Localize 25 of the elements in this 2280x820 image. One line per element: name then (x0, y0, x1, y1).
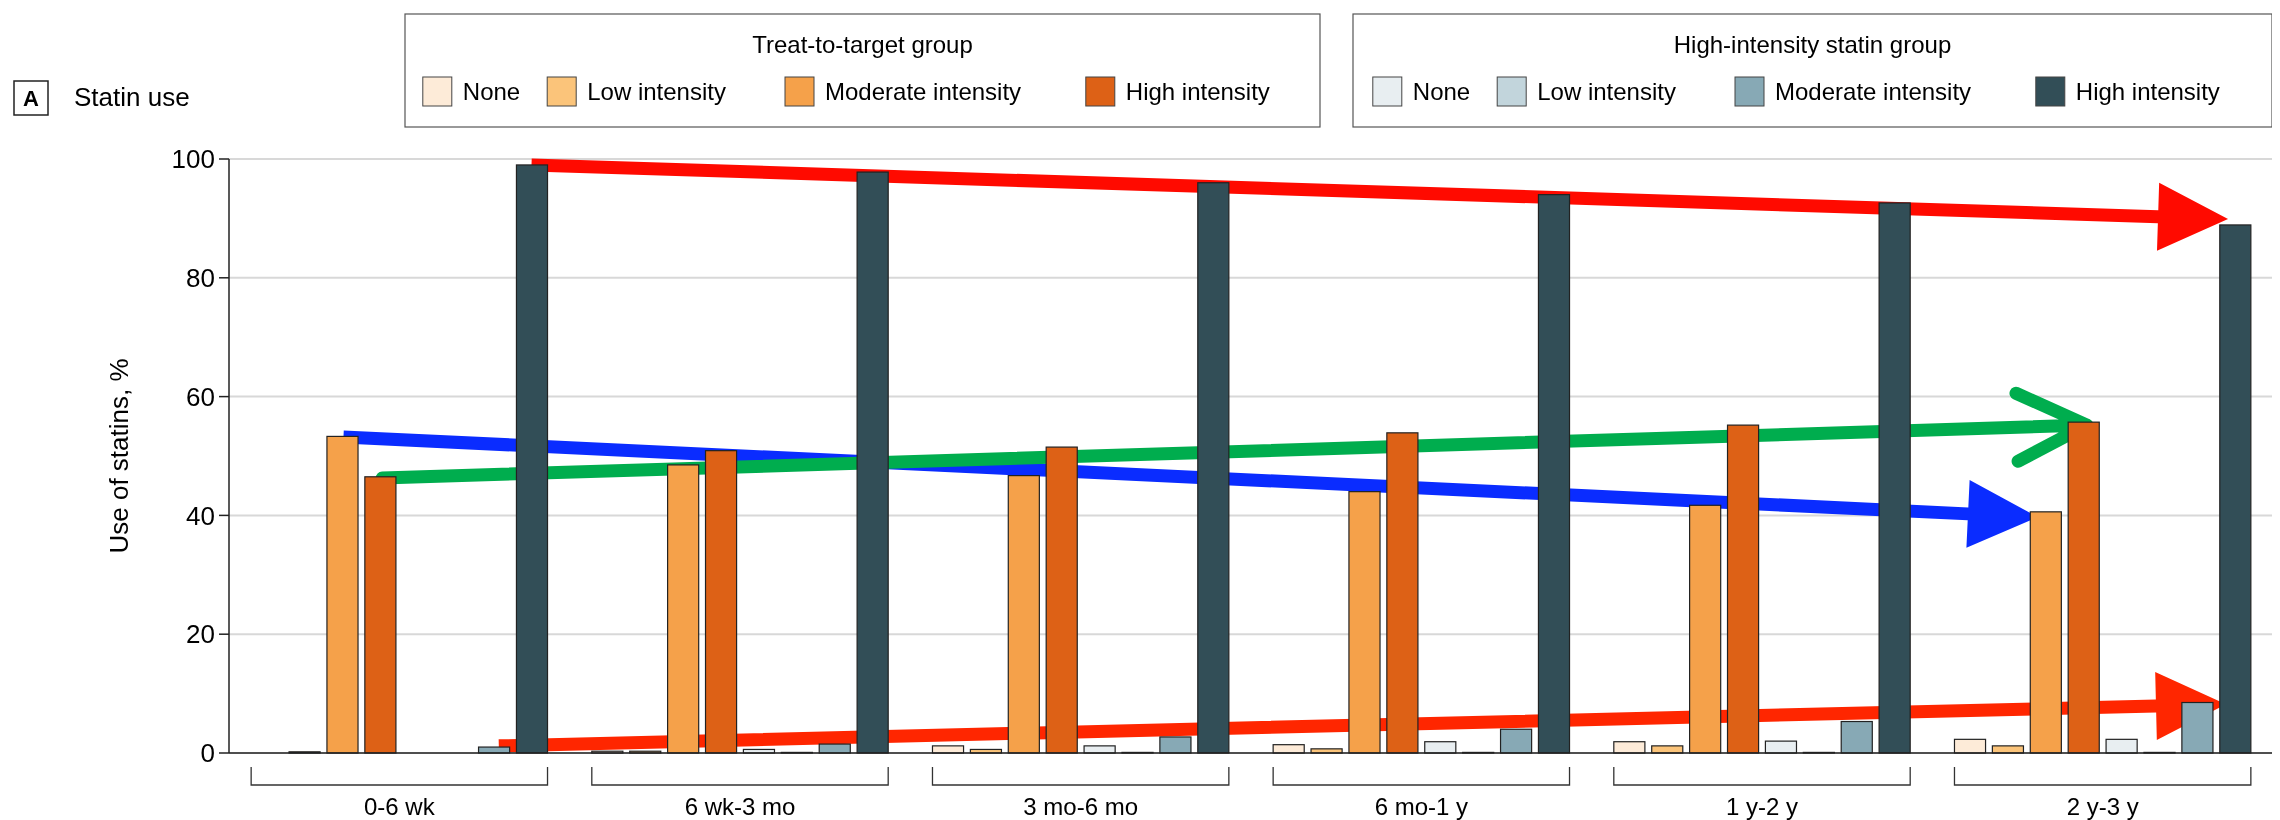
y-tick-label: 60 (186, 381, 215, 412)
x-tick-label: 6 mo-1 y (1374, 793, 1469, 820)
legend-label: None (1412, 78, 1471, 105)
legend-label: High intensity (1125, 78, 1270, 105)
legend-label: Low intensity (1537, 78, 1676, 105)
x-tick-label: 2 y-3 y (2066, 793, 2139, 820)
x-tick-label: 6 wk-3 mo (684, 793, 796, 820)
chart-title: Statin use (74, 82, 190, 112)
x-tick-label: 0-6 wk (363, 793, 436, 820)
legend-label: None (462, 78, 521, 105)
text: Treat-to-target group (752, 31, 973, 58)
y-axis-title: Use of statins, % (104, 358, 134, 554)
legend-label: Moderate intensity (825, 78, 1022, 105)
x-tick-label: 1 y-2 y (1725, 793, 1799, 820)
legend-label: Moderate intensity (1775, 78, 1972, 105)
y-tick-label: 80 (186, 262, 215, 293)
text: High-intensity statin group (1673, 31, 1952, 58)
legend-label: High intensity (2075, 78, 2220, 105)
text: A (23, 86, 40, 111)
y-tick-label: 20 (186, 619, 215, 650)
y-tick-label: 40 (186, 500, 215, 531)
y-tick-label: 0 (200, 738, 215, 769)
legend-label: Low intensity (587, 78, 726, 105)
x-tick-label: 3 mo-6 mo (1023, 793, 1139, 820)
y-tick-label: 100 (171, 144, 215, 175)
